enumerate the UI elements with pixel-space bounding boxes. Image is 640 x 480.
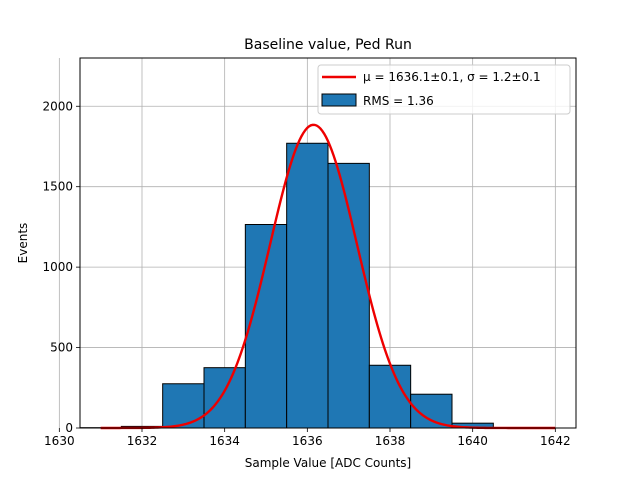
- x-tick-label: 1640: [457, 434, 488, 448]
- x-tick-label: 1634: [209, 434, 240, 448]
- x-tick-label: 1638: [375, 434, 406, 448]
- chart-title: Baseline value, Ped Run: [244, 37, 412, 53]
- x-axis-ticks: 1630 1632 1634 1636 1638 1640 1642: [44, 428, 571, 448]
- x-axis-label: Sample Value [ADC Counts]: [245, 456, 411, 470]
- legend-hist-label: RMS = 1.36: [363, 94, 434, 108]
- legend: μ = 1636.1±0.1, σ = 1.2±0.1 RMS = 1.36: [317, 64, 571, 115]
- y-tick-label: 500: [50, 341, 73, 355]
- histogram-bars: [79, 142, 536, 429]
- histogram-bar: [203, 367, 246, 429]
- histogram-bar: [368, 364, 412, 429]
- histogram-bar: [286, 142, 329, 429]
- x-tick-label: 1636: [292, 434, 323, 448]
- y-tick-label: 0: [65, 421, 73, 435]
- histogram-bar: [244, 224, 288, 429]
- x-tick-label: 1632: [127, 434, 158, 448]
- y-tick-label: 2000: [42, 99, 73, 113]
- histogram-bar: [327, 162, 370, 429]
- y-tick-label: 1500: [42, 180, 73, 194]
- y-tick-label: 1000: [42, 260, 73, 274]
- legend-hist-patch: [321, 93, 357, 107]
- y-axis-ticks: 0 500 1000 1500 2000: [42, 99, 80, 435]
- legend-box: [317, 64, 571, 115]
- legend-fit-label: μ = 1636.1±0.1, σ = 1.2±0.1: [363, 70, 541, 84]
- x-tick-label: 1642: [540, 434, 571, 448]
- x-tick-label: 1630: [44, 434, 75, 448]
- histogram-bar: [162, 383, 205, 429]
- plot-frame: [79, 57, 577, 429]
- y-axis-label: Events: [16, 223, 30, 264]
